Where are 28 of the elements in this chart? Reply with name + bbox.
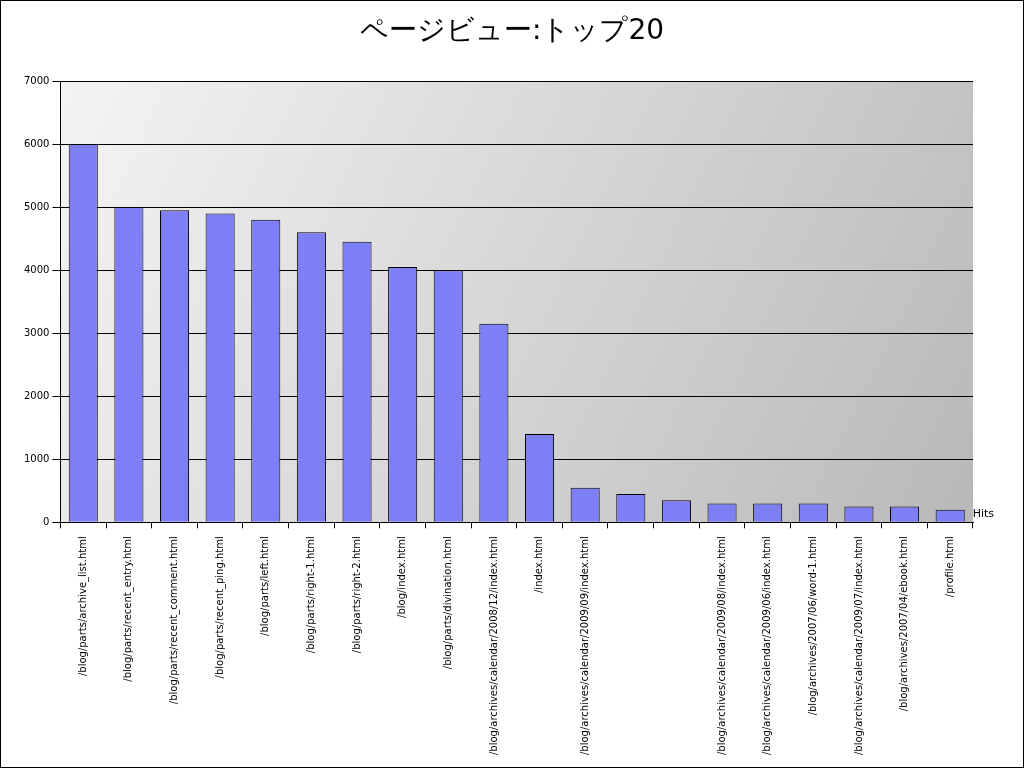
- x-tick-label: /blog/parts/archive_list.html: [76, 536, 89, 677]
- x-tick-label: /blog/parts/recent_entry.html: [122, 536, 135, 682]
- x-tick-label: /blog/archives/calendar/2009/06/index.html: [761, 536, 773, 756]
- x-tick-label: /blog/parts/divination.html: [441, 536, 453, 670]
- x-tick-label: /blog/parts/recent_comment.html: [168, 536, 181, 705]
- x-tick-label: /blog/archives/calendar/2009/08/index.html: [715, 536, 727, 756]
- y-tick-label: 6000: [24, 137, 50, 149]
- x-tick-label: /blog/parts/right-2.html: [350, 536, 362, 654]
- x-tick-label: /blog/parts/recent_ping.html: [213, 536, 226, 679]
- series-label: Hits: [972, 507, 995, 521]
- y-tick-label: 0: [43, 515, 50, 527]
- x-tick-label: /index.html: [533, 536, 545, 593]
- chart-title: ページビュー:トップ20: [358, 12, 666, 48]
- x-tick-label: /blog/archives/2007/04/ebook.html: [898, 536, 910, 712]
- y-tick-label: 7000: [24, 74, 50, 86]
- x-tick-label: /blog/archives/calendar/2008/12/index.html: [487, 536, 499, 756]
- x-tick-label: /blog/index.html: [396, 536, 408, 618]
- x-tick-label: /blog/archives/calendar/2009/09/index.html: [578, 536, 590, 756]
- x-tick-label: /profile.html: [943, 536, 955, 598]
- y-tick-label: 1000: [24, 452, 50, 464]
- x-tick-label: /blog/parts/left.html: [259, 536, 271, 636]
- y-tick-label: 4000: [24, 263, 50, 275]
- x-tick-label: /blog/parts/right-1.html: [304, 536, 316, 654]
- y-tick-label: 3000: [24, 326, 50, 338]
- y-tick-label: 2000: [24, 389, 50, 401]
- x-tick-label: /blog/archives/2007/06/word-1.html: [806, 536, 818, 716]
- y-tick-label: 5000: [24, 200, 50, 212]
- x-tick-label: /blog/archives/calendar/2009/07/index.html: [852, 536, 864, 756]
